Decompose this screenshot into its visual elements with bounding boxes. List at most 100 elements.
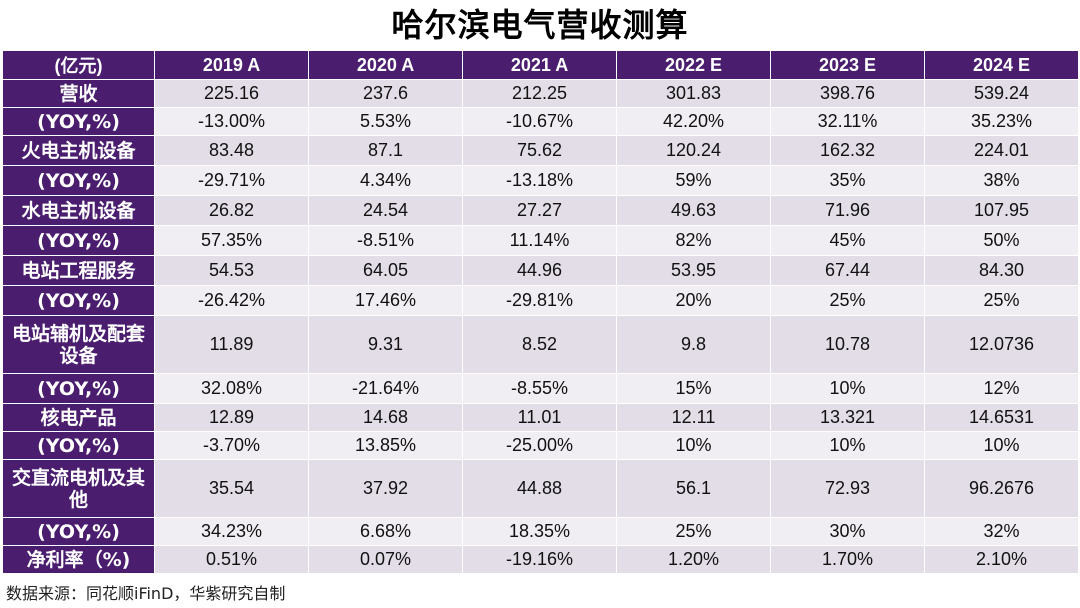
table-cell: 71.96 bbox=[770, 195, 925, 226]
row-label: (YOY,%) bbox=[2, 517, 155, 546]
table-cell: 25% bbox=[616, 517, 771, 546]
table-cell: 50% bbox=[924, 225, 1079, 256]
table-cell: 1.20% bbox=[616, 545, 771, 574]
table-cell: 53.95 bbox=[616, 255, 771, 286]
table-cell: 26.82 bbox=[154, 195, 309, 226]
table-cell: 5.53% bbox=[308, 107, 463, 136]
row-label: (YOY,%) bbox=[2, 373, 155, 404]
row-label: (YOY,%) bbox=[2, 165, 155, 196]
table-cell: 17.46% bbox=[308, 285, 463, 316]
table-cell: 13.321 bbox=[770, 403, 925, 432]
row-label: 电站工程服务 bbox=[2, 255, 155, 286]
table-row: 水电主机设备 26.82 24.54 27.27 49.63 71.96 107.95 bbox=[2, 195, 1079, 226]
table-row: (YOY,%) 57.35% -8.51% 11.14% 82% 45% 50% bbox=[2, 225, 1079, 256]
table-cell: 57.35% bbox=[154, 225, 309, 256]
table-cell: 42.20% bbox=[616, 107, 771, 136]
table-cell: 87.1 bbox=[308, 135, 463, 166]
table-row: (YOY,%) 32.08% -21.64% -8.55% 15% 10% 12% bbox=[2, 373, 1079, 404]
table-cell: 8.52 bbox=[462, 315, 617, 374]
revenue-table: (亿元) 2019 A 2020 A 2021 A 2022 E 2023 E … bbox=[2, 50, 1079, 574]
table-row: 电站工程服务 54.53 64.05 44.96 53.95 67.44 84.30 bbox=[2, 255, 1079, 286]
row-label: 火电主机设备 bbox=[2, 135, 155, 166]
table-cell: 224.01 bbox=[924, 135, 1079, 166]
table-row: 电站辅机及配套设备 11.89 9.31 8.52 9.8 10.78 12.0736 bbox=[2, 315, 1079, 374]
table-cell: 2.10% bbox=[924, 545, 1079, 574]
row-label: (YOY,%) bbox=[2, 107, 155, 136]
table-cell: 12.11 bbox=[616, 403, 771, 432]
table-cell: 237.6 bbox=[308, 79, 463, 108]
row-label: 水电主机设备 bbox=[2, 195, 155, 226]
table-cell: 12.0736 bbox=[924, 315, 1079, 374]
table-cell: 44.88 bbox=[462, 459, 617, 518]
page-title: 哈尔滨电气营收测算 bbox=[391, 6, 689, 44]
table-cell: 49.63 bbox=[616, 195, 771, 226]
table-cell: -21.64% bbox=[308, 373, 463, 404]
table-row: (YOY,%) -3.70% 13.85% -25.00% 10% 10% 10% bbox=[2, 431, 1079, 460]
table-cell: 64.05 bbox=[308, 255, 463, 286]
table-row: (YOY,%) -26.42% 17.46% -29.81% 20% 25% 25% bbox=[2, 285, 1079, 316]
table-cell: 27.27 bbox=[462, 195, 617, 226]
table-cell: 301.83 bbox=[616, 79, 771, 108]
table-cell: 83.48 bbox=[154, 135, 309, 166]
table-cell: -26.42% bbox=[154, 285, 309, 316]
table-cell: -25.00% bbox=[462, 431, 617, 460]
row-label: 核电产品 bbox=[2, 403, 155, 432]
header-year: 2022 E bbox=[616, 50, 771, 80]
table-cell: 82% bbox=[616, 225, 771, 256]
header-year: 2019 A bbox=[154, 50, 309, 80]
table-cell: 44.96 bbox=[462, 255, 617, 286]
table-row: 核电产品 12.89 14.68 11.01 12.11 13.321 14.6531 bbox=[2, 403, 1079, 432]
table-row: 营收 225.16 237.6 212.25 301.83 398.76 539.24 bbox=[2, 79, 1079, 108]
table-row: 火电主机设备 83.48 87.1 75.62 120.24 162.32 224.01 bbox=[2, 135, 1079, 166]
table-cell: 67.44 bbox=[770, 255, 925, 286]
row-label: 净利率（%) bbox=[2, 545, 155, 574]
table-cell: 30% bbox=[770, 517, 925, 546]
table-cell: 32.08% bbox=[154, 373, 309, 404]
table-cell: 4.34% bbox=[308, 165, 463, 196]
row-label: (YOY,%) bbox=[2, 285, 155, 316]
row-label: (YOY,%) bbox=[2, 431, 155, 460]
table-cell: -3.70% bbox=[154, 431, 309, 460]
table-cell: 14.68 bbox=[308, 403, 463, 432]
table-cell: 34.23% bbox=[154, 517, 309, 546]
table-cell: 35.23% bbox=[924, 107, 1079, 136]
table-cell: 6.68% bbox=[308, 517, 463, 546]
row-label: 营收 bbox=[2, 79, 155, 108]
table-row: 净利率（%) 0.51% 0.07% -19.16% 1.20% 1.70% 2.10% bbox=[2, 545, 1079, 574]
table-cell: 12% bbox=[924, 373, 1079, 404]
table-cell: 10% bbox=[770, 373, 925, 404]
table-cell: 0.51% bbox=[154, 545, 309, 574]
header-year: 2020 A bbox=[308, 50, 463, 80]
table-cell: 37.92 bbox=[308, 459, 463, 518]
header-year: 2024 E bbox=[924, 50, 1079, 80]
row-label: 电站辅机及配套设备 bbox=[2, 315, 155, 374]
table-cell: 107.95 bbox=[924, 195, 1079, 226]
table-cell: 13.85% bbox=[308, 431, 463, 460]
header-year: 2023 E bbox=[770, 50, 925, 80]
table-cell: 18.35% bbox=[462, 517, 617, 546]
table-cell: 11.89 bbox=[154, 315, 309, 374]
table-cell: 162.32 bbox=[770, 135, 925, 166]
table-cell: 54.53 bbox=[154, 255, 309, 286]
table-cell: 14.6531 bbox=[924, 403, 1079, 432]
table-cell: -19.16% bbox=[462, 545, 617, 574]
table-cell: 24.54 bbox=[308, 195, 463, 226]
table-cell: 56.1 bbox=[616, 459, 771, 518]
table-cell: 38% bbox=[924, 165, 1079, 196]
table-cell: 398.76 bbox=[770, 79, 925, 108]
table-cell: 25% bbox=[770, 285, 925, 316]
table-cell: 20% bbox=[616, 285, 771, 316]
header-year: 2021 A bbox=[462, 50, 617, 80]
table-cell: -13.18% bbox=[462, 165, 617, 196]
table-cell: 72.93 bbox=[770, 459, 925, 518]
header-row: (亿元) 2019 A 2020 A 2021 A 2022 E 2023 E … bbox=[2, 50, 1079, 80]
table-cell: -29.71% bbox=[154, 165, 309, 196]
table-cell: 84.30 bbox=[924, 255, 1079, 286]
table-row: 交直流电机及其他 35.54 37.92 44.88 56.1 72.93 96.2676 bbox=[2, 459, 1079, 518]
table-cell: 45% bbox=[770, 225, 925, 256]
table-cell: 11.14% bbox=[462, 225, 617, 256]
table-cell: 32% bbox=[924, 517, 1079, 546]
table-cell: 12.89 bbox=[154, 403, 309, 432]
table-cell: 15% bbox=[616, 373, 771, 404]
table-row: (YOY,%) 34.23% 6.68% 18.35% 25% 30% 32% bbox=[2, 517, 1079, 546]
